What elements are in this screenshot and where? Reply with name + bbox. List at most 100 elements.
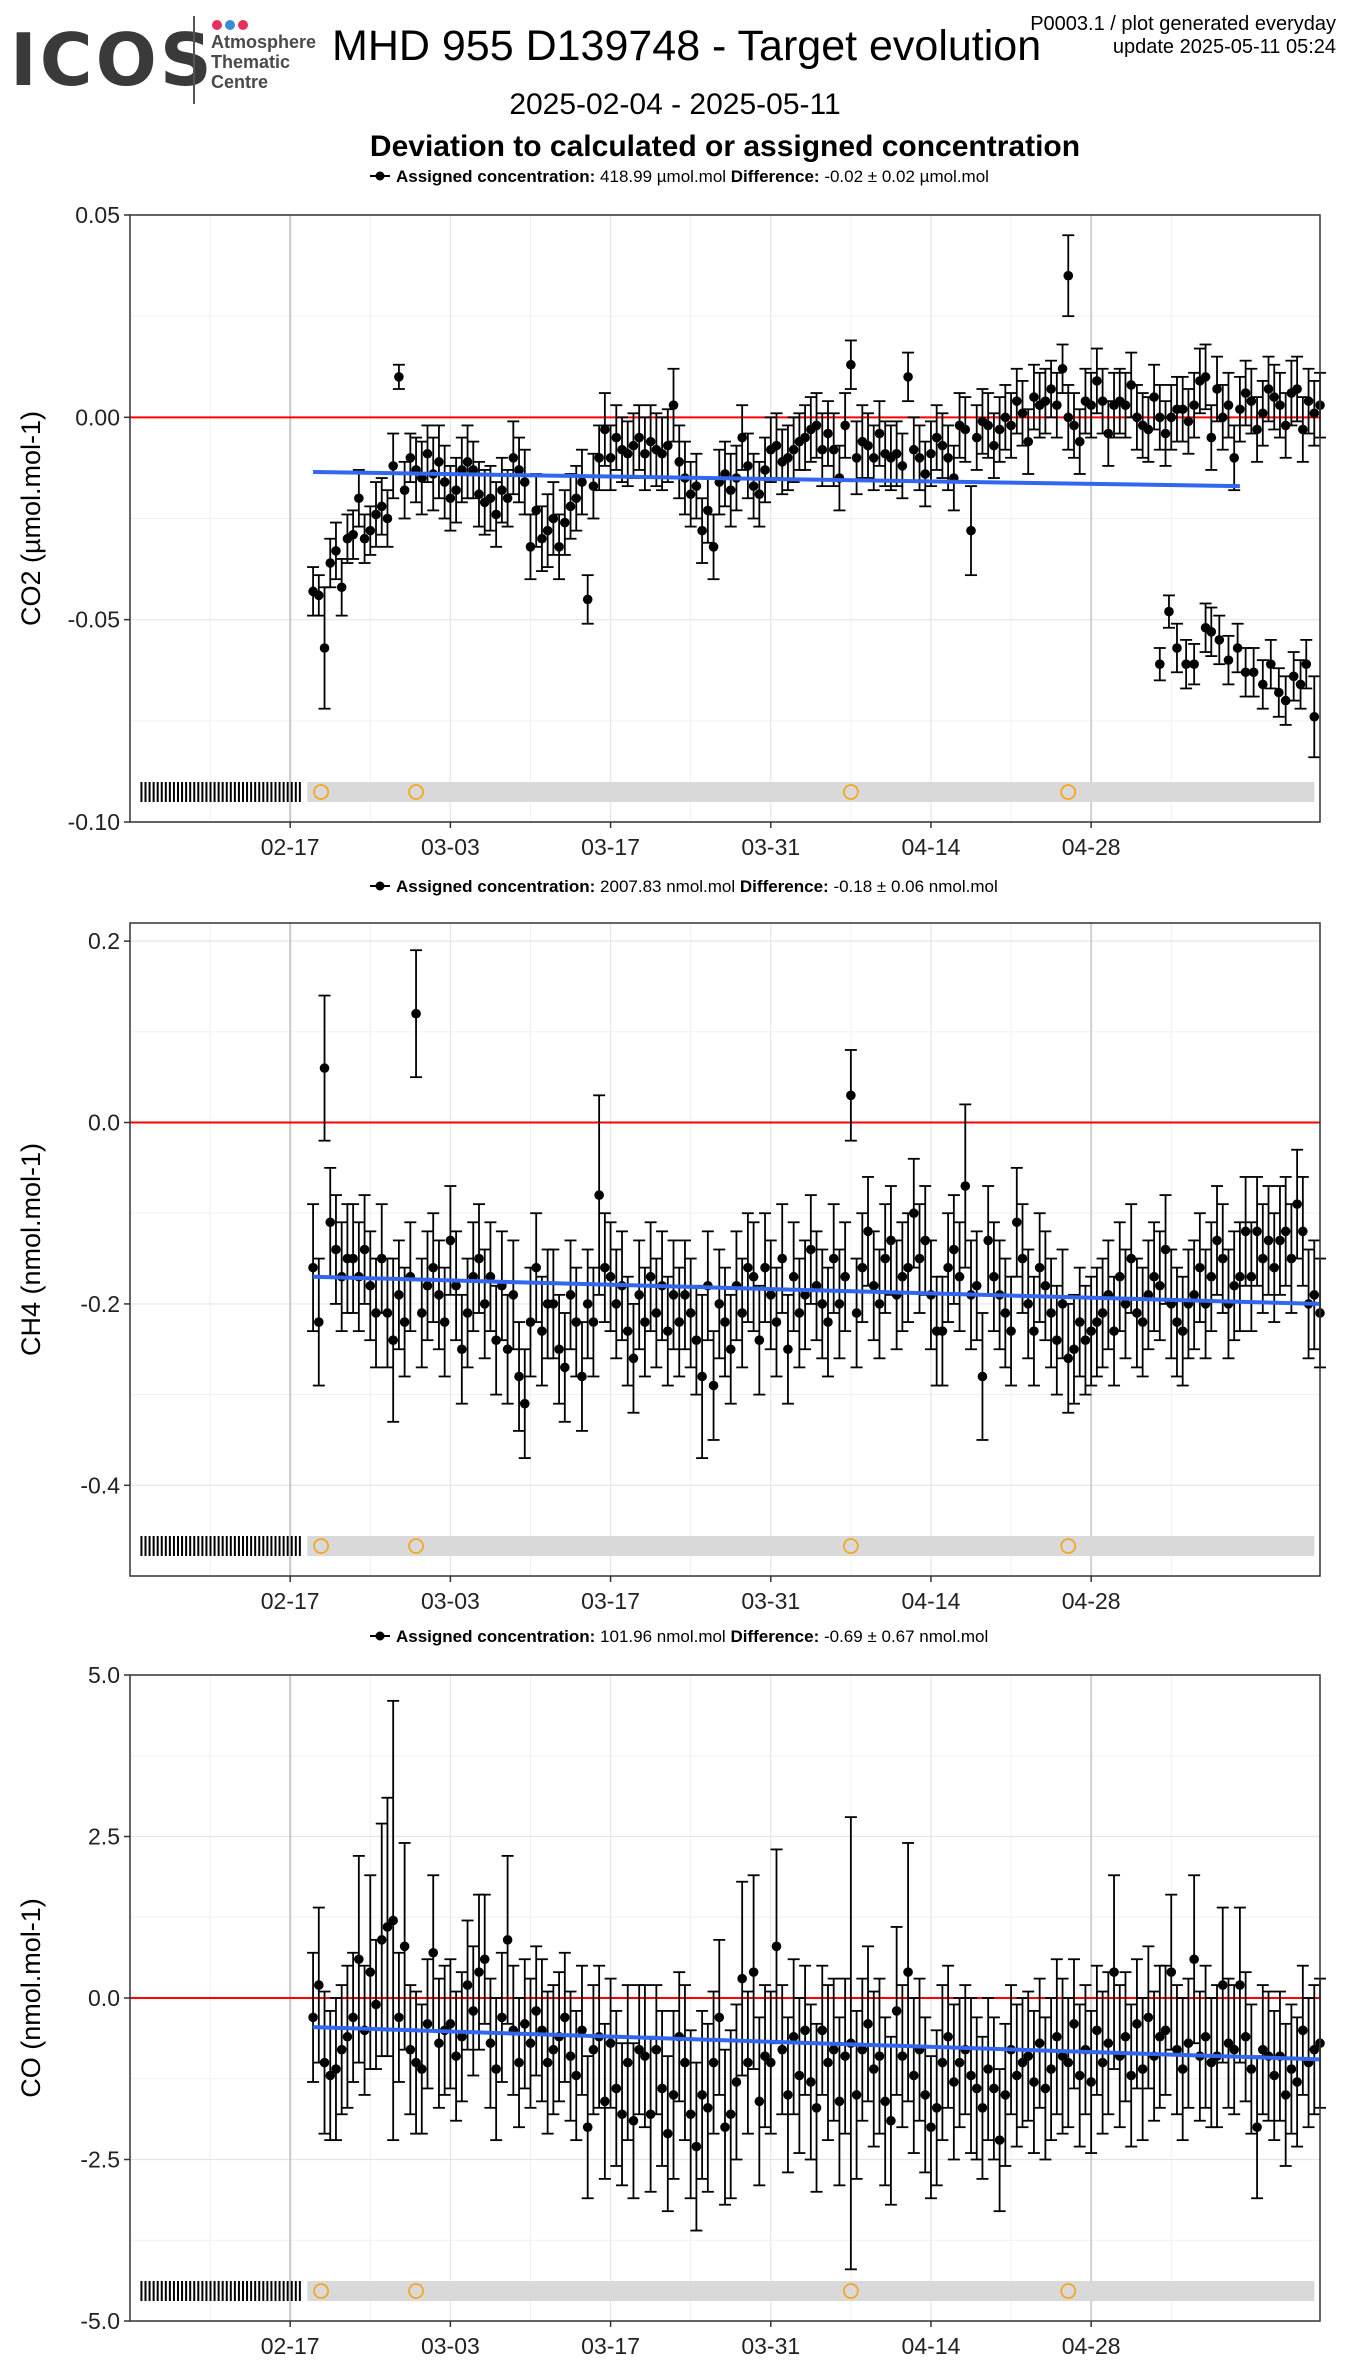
data-point — [325, 558, 336, 568]
chart-co2: -0.10 -0.05 0.00 0.05 02-17 03-03 03-17 03-31 04… — [16, 167, 1326, 860]
y-tick-label: -0.10 — [68, 809, 120, 835]
data-point — [577, 2025, 587, 2036]
x-tick-label: 03-31 — [741, 1588, 800, 1614]
data-point — [1189, 659, 1199, 669]
data-point — [937, 2057, 948, 2068]
data-point — [439, 1317, 450, 1327]
calibration-marker — [313, 784, 329, 800]
data-point — [1288, 671, 1299, 682]
data-point — [548, 2044, 559, 2055]
data-point — [1240, 1226, 1251, 1237]
data-point — [519, 477, 530, 487]
data-point — [434, 1290, 444, 1300]
data-point — [1257, 408, 1268, 419]
y-tick-label: 0.05 — [75, 202, 120, 228]
data-point — [1257, 1253, 1268, 1264]
data-point — [365, 1280, 376, 1291]
data-point — [823, 2057, 833, 2068]
x-tick-label: 04-28 — [1062, 2333, 1121, 2359]
x-tick-label: 04-14 — [902, 834, 961, 860]
data-point — [794, 2070, 805, 2081]
data-point — [668, 2090, 679, 2100]
legend-point — [375, 881, 385, 891]
data-point — [725, 2109, 736, 2120]
data-point — [783, 1344, 793, 1355]
data-point — [817, 1299, 828, 1309]
data-point — [1248, 667, 1259, 678]
data-point — [1301, 659, 1312, 669]
logo-subtext-line: Centre — [211, 72, 269, 92]
data-point — [548, 513, 559, 524]
calibration-marker — [1060, 784, 1077, 800]
data-point — [1229, 1280, 1239, 1291]
x-tick-label: 04-28 — [1062, 1588, 1121, 1614]
data-point — [1229, 453, 1239, 463]
data-point — [971, 432, 982, 443]
data-point — [582, 594, 593, 605]
update-time: update 2025-05-11 05:24 — [1112, 36, 1336, 58]
data-point — [537, 1326, 547, 1336]
data-point — [720, 2122, 730, 2132]
data-point — [840, 420, 850, 431]
data-point — [971, 2083, 982, 2094]
data-point — [1029, 1326, 1039, 1336]
data-point — [1092, 1317, 1102, 1327]
data-point — [1006, 420, 1016, 431]
data-point — [1298, 2025, 1308, 2036]
data-point — [1069, 1344, 1079, 1355]
data-point — [960, 424, 971, 435]
data-point — [760, 2051, 770, 2061]
data-point — [725, 485, 736, 495]
data-point — [537, 533, 547, 544]
data-point — [451, 1280, 461, 1291]
x-tick-label: 03-17 — [581, 2333, 640, 2359]
data-point — [388, 1335, 398, 1345]
data-point — [880, 1253, 890, 1264]
data-point — [1206, 627, 1217, 637]
data-point — [891, 448, 902, 459]
data-point — [1275, 400, 1285, 410]
data-point — [794, 1308, 805, 1318]
data-point — [1263, 384, 1274, 394]
data-point — [1303, 396, 1314, 406]
data-point — [748, 481, 759, 491]
data-point — [908, 1208, 919, 1219]
data-point — [371, 1999, 381, 2010]
data-point — [565, 2051, 576, 2061]
data-point — [560, 2012, 570, 2023]
data-point — [1137, 1317, 1148, 1327]
chart-co: -5.0 -2.5 0.0 2.5 5.0 02-17 03-03 03-17 03-31 04-… — [16, 1627, 1326, 2359]
legend-difference-label: Difference: — [730, 1627, 824, 1646]
data-point — [748, 1271, 759, 1282]
data-point — [943, 453, 953, 463]
x-tick-label: 03-31 — [741, 2333, 800, 2359]
data-point — [348, 529, 358, 540]
data-point — [1252, 1226, 1262, 1237]
data-point — [439, 477, 450, 487]
data-point — [1040, 2083, 1051, 2094]
data-point — [474, 489, 484, 500]
data-point — [783, 2090, 793, 2100]
legend-assigned-label: Assigned concentration: — [396, 167, 600, 186]
data-point — [491, 509, 501, 520]
data-point — [1046, 1308, 1056, 1318]
data-point — [1189, 400, 1199, 410]
data-point — [1149, 1271, 1159, 1282]
data-point — [714, 1299, 725, 1309]
data-point — [1257, 679, 1268, 690]
x-tick-label: 04-28 — [1062, 834, 1121, 860]
data-point — [542, 2057, 553, 2068]
data-point — [817, 2025, 828, 2036]
data-point — [1292, 1199, 1302, 1209]
data-point — [434, 2038, 444, 2049]
logo-subtext-line: Thematic — [211, 52, 291, 72]
y-tick-label: -2.5 — [80, 2147, 120, 2173]
data-point — [514, 465, 524, 475]
data-point — [531, 2006, 542, 2016]
data-point — [325, 2070, 336, 2081]
data-point — [1309, 408, 1320, 419]
data-point — [1063, 270, 1074, 281]
data-point — [943, 1262, 953, 1273]
data-point — [640, 1317, 650, 1327]
data-point — [737, 1308, 747, 1318]
